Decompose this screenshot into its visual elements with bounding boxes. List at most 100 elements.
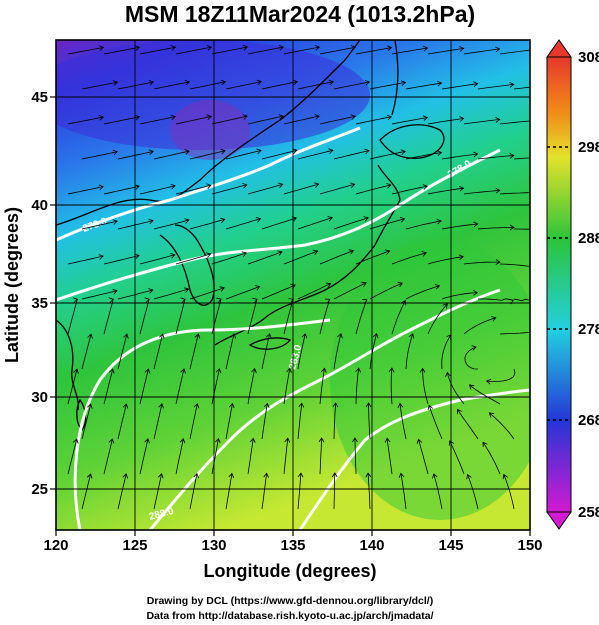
streamline — [405, 220, 442, 230]
streamline-arrowhead — [495, 46, 501, 53]
streamline — [422, 368, 429, 405]
streamline — [489, 412, 515, 440]
plot-area: 273.0 278.0 283.0 288.0 — [56, 40, 536, 530]
streamline-arrowhead — [206, 114, 212, 120]
streamline-arrowhead — [144, 368, 151, 374]
streamline-arrowhead — [122, 473, 129, 479]
isotherm-288-south — [298, 388, 530, 530]
streamline-arrowhead — [179, 438, 186, 444]
streamline — [189, 81, 226, 90]
streamline — [449, 440, 465, 475]
streamline-arrowhead — [365, 402, 372, 408]
streamline-arrowhead — [437, 80, 443, 87]
streamline-arrowhead — [436, 218, 442, 225]
streamline-arrowhead — [183, 287, 190, 293]
streamline — [319, 115, 356, 125]
streamline — [175, 253, 211, 265]
streamline-arrowhead — [325, 282, 332, 288]
streamline-arrowhead — [364, 148, 370, 155]
streamline-arrowhead — [277, 250, 283, 256]
streamline-arrowhead — [98, 115, 105, 121]
streamline-arrowhead — [241, 251, 248, 257]
streamline-arrowhead — [327, 216, 333, 222]
streamline-arrowhead — [362, 299, 368, 304]
streamline — [391, 47, 428, 55]
streamline-arrowhead — [180, 297, 186, 303]
streamline-arrowhead — [194, 333, 201, 339]
korea-coast — [159, 224, 215, 306]
streamline-arrowhead — [432, 473, 438, 479]
streamline — [81, 404, 92, 440]
streamline-arrowhead — [436, 150, 443, 156]
streamline — [261, 473, 267, 510]
streamline — [367, 473, 371, 510]
streamline — [513, 157, 530, 160]
streamline — [369, 282, 403, 300]
streamline — [189, 333, 199, 370]
streamline-arrowhead — [348, 249, 355, 255]
streamline-arrowhead — [73, 368, 79, 374]
streamline-arrowhead — [363, 216, 369, 222]
streamline — [225, 81, 262, 90]
x-tick-label: 145 — [438, 537, 463, 554]
streamline-arrowhead — [448, 440, 454, 446]
streamline — [427, 48, 464, 55]
streamline — [355, 116, 392, 125]
streamline-arrowhead — [298, 402, 305, 408]
streamline — [446, 372, 465, 405]
streamline — [175, 46, 212, 55]
streamline — [247, 183, 283, 195]
streamline-arrowhead — [473, 289, 479, 296]
streamline — [514, 228, 530, 230]
streamline — [297, 333, 306, 370]
axis-tick-marks — [50, 96, 531, 536]
streamline-arrowhead — [532, 190, 536, 195]
streamline — [369, 333, 378, 370]
streamline-arrowhead — [384, 249, 391, 255]
streamline — [117, 403, 127, 440]
streamline-arrowhead — [434, 284, 441, 290]
streamline — [225, 218, 261, 230]
streamline — [225, 403, 233, 440]
streamline — [355, 368, 360, 405]
streamline-arrowhead — [488, 412, 495, 418]
streamline — [319, 299, 331, 335]
streamline-arrowhead — [249, 437, 256, 443]
colorbar-tick-label: 258 — [578, 504, 599, 521]
streamline — [467, 474, 479, 510]
streamline-arrowhead — [112, 80, 119, 86]
streamline — [441, 334, 452, 370]
streamline-arrowhead — [159, 333, 165, 339]
streamline — [139, 299, 150, 335]
y-tick-label: 30 — [31, 389, 48, 406]
streamline — [283, 183, 319, 195]
streamline — [477, 298, 514, 301]
streamline-arrowhead — [314, 114, 320, 120]
streamline — [441, 83, 478, 90]
streamline — [355, 250, 390, 265]
streamline — [103, 369, 114, 405]
streamline-arrowhead — [459, 116, 465, 122]
streamline — [211, 299, 222, 335]
streamline — [81, 151, 118, 160]
streamline-arrowhead — [286, 367, 292, 374]
streamline-arrowhead — [184, 149, 190, 155]
streamline-arrowhead — [372, 332, 379, 339]
streamline-arrowhead — [134, 45, 141, 51]
streamline — [175, 299, 186, 335]
streamline-arrowhead — [87, 333, 93, 339]
streamline-arrowhead — [532, 264, 536, 269]
streamline — [297, 403, 303, 440]
streamline-arrowhead — [184, 218, 190, 224]
streamline — [189, 473, 198, 510]
streamline-arrowhead — [400, 80, 407, 86]
streamline — [457, 409, 479, 440]
streamline — [427, 303, 448, 335]
streamline — [319, 250, 354, 265]
streamline — [211, 438, 219, 475]
streamline-arrowhead — [458, 254, 464, 261]
colorbar-gradient — [546, 56, 572, 513]
streamline-arrowhead — [148, 288, 154, 294]
streamline — [139, 438, 149, 475]
streamline — [153, 81, 190, 90]
